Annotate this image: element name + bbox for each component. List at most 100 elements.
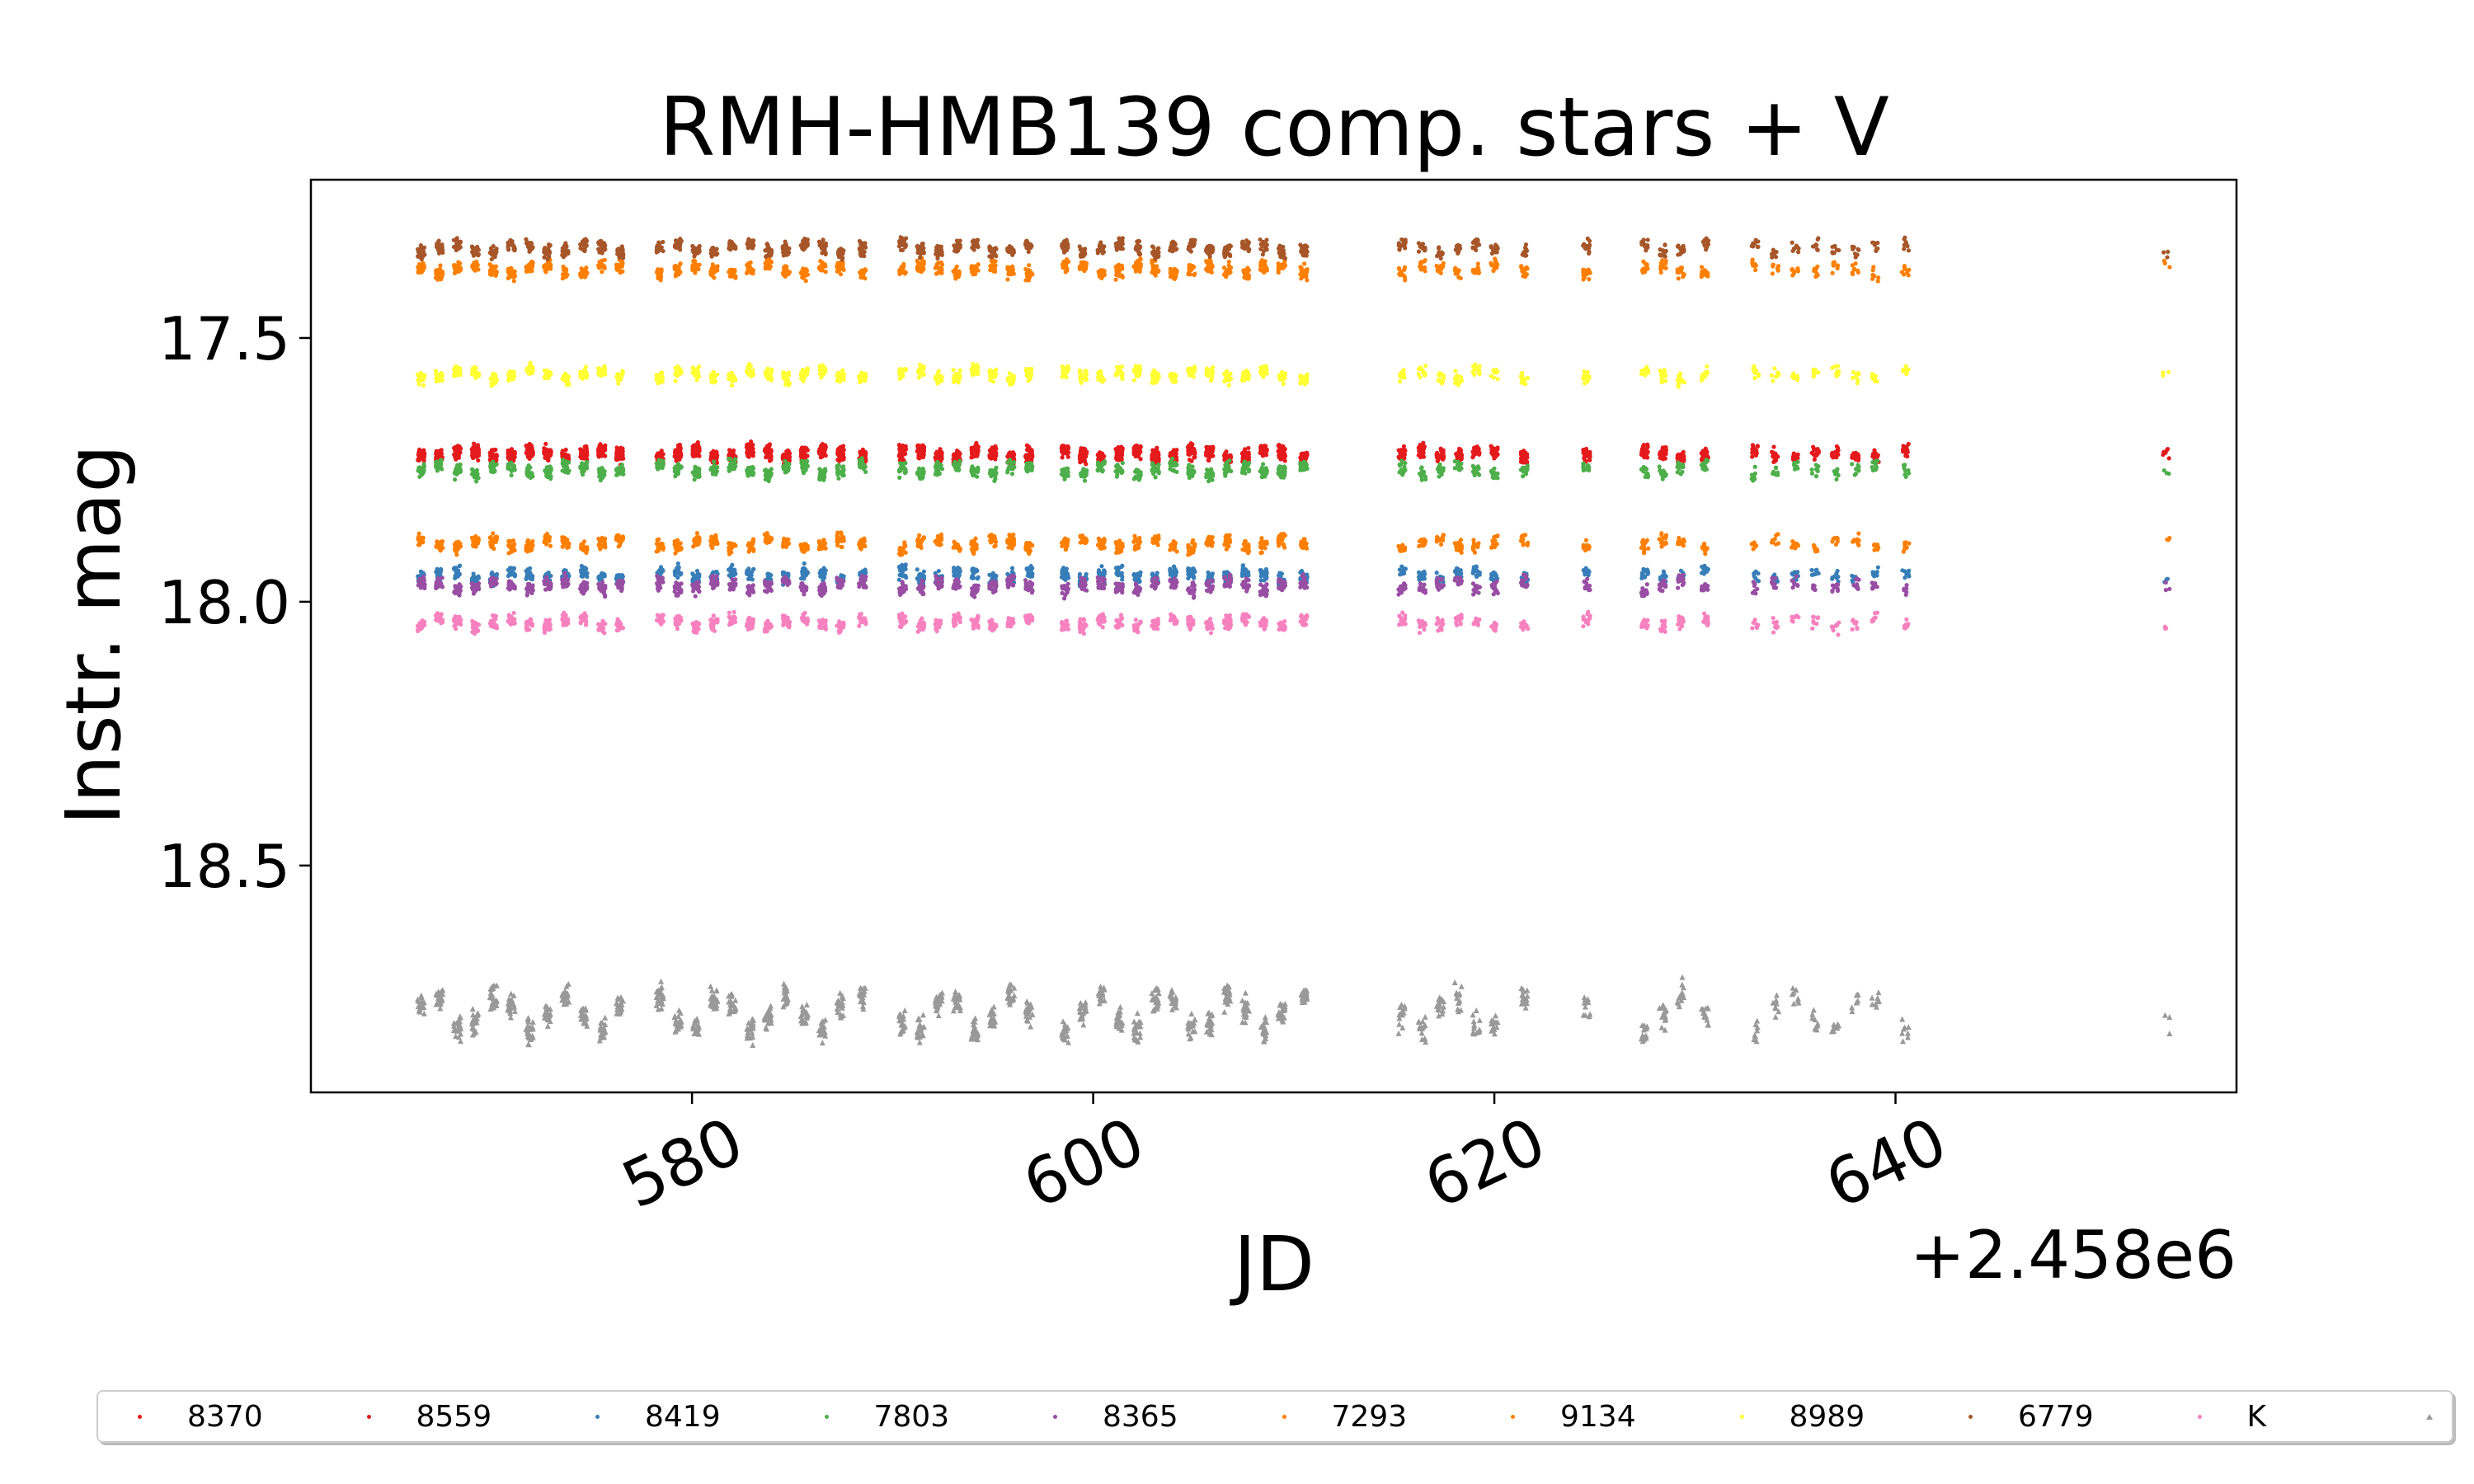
data-point <box>1434 571 1439 575</box>
data-point <box>1658 467 1663 473</box>
data-point <box>474 479 479 484</box>
data-point <box>730 449 736 454</box>
data-point <box>1476 472 1482 477</box>
data-point <box>474 474 479 479</box>
data-point <box>1173 568 1178 573</box>
data-point <box>1658 453 1663 458</box>
data-point <box>420 472 425 477</box>
data-point <box>915 443 920 448</box>
data-point <box>916 573 922 578</box>
data-point <box>903 562 908 567</box>
data-point <box>1754 451 1759 456</box>
data-point <box>1834 455 1839 460</box>
data-point <box>692 450 697 455</box>
data-point <box>860 447 865 452</box>
data-point <box>1169 452 1174 457</box>
data-point <box>1210 571 1216 576</box>
data-point <box>733 571 738 576</box>
data-point <box>675 462 681 467</box>
data-point <box>745 466 750 471</box>
data-point <box>938 447 943 452</box>
data-point <box>436 463 441 468</box>
data-point <box>1192 575 1197 580</box>
data-point <box>798 576 804 581</box>
data-point <box>1028 447 1033 452</box>
data-point <box>1836 445 1841 450</box>
data-point <box>579 574 584 579</box>
data-point <box>727 573 731 578</box>
data-point <box>934 464 938 469</box>
data-point <box>1190 571 1196 576</box>
data-point <box>582 464 587 469</box>
data-point <box>837 458 842 463</box>
data-point <box>1416 570 1422 575</box>
data-point <box>1420 449 1426 454</box>
data-point <box>1303 460 1308 465</box>
data-point <box>1203 450 1209 455</box>
data-point <box>767 572 772 577</box>
data-point <box>1703 568 1708 573</box>
data-point <box>524 574 529 580</box>
data-point <box>582 444 587 449</box>
data-point <box>2161 452 2166 458</box>
data-point <box>1211 446 1216 452</box>
data-point <box>1223 455 1228 460</box>
data-point <box>675 575 680 580</box>
data-point <box>1222 467 1227 472</box>
data-point <box>1263 474 1268 479</box>
data-point <box>1583 450 1587 455</box>
data-point <box>749 443 755 448</box>
data-point <box>596 454 601 459</box>
data-point <box>1282 465 1287 470</box>
data-point <box>1263 444 1268 448</box>
data-point <box>1246 455 1252 460</box>
data-point <box>1903 474 1908 479</box>
data-point <box>1079 471 1084 476</box>
data-point <box>1680 463 1685 467</box>
data-point <box>1906 471 1912 476</box>
data-point <box>1118 466 1123 472</box>
data-point <box>676 467 681 472</box>
data-point <box>920 471 926 476</box>
data-point <box>1084 472 1089 477</box>
data-point <box>1756 571 1761 576</box>
data-point <box>897 454 903 460</box>
data-point <box>1061 571 1066 576</box>
data-point <box>1120 574 1125 580</box>
data-point <box>472 441 477 446</box>
data-point <box>1815 468 1820 474</box>
data-point <box>730 567 735 572</box>
data-point <box>1525 452 1530 457</box>
data-point <box>602 444 607 448</box>
data-point <box>1792 461 1797 466</box>
data-point <box>1065 571 1070 576</box>
data-point <box>1259 569 1264 574</box>
data-point <box>693 467 698 472</box>
data-point <box>1191 446 1197 451</box>
data-point <box>1403 448 1408 453</box>
data-point <box>1242 459 1247 464</box>
data-point <box>1587 449 1592 454</box>
data-point <box>749 468 754 473</box>
data-point <box>560 448 565 453</box>
data-point <box>1750 450 1755 455</box>
data-point <box>1492 456 1497 461</box>
data-point <box>510 464 516 469</box>
data-point <box>1246 460 1252 466</box>
data-point <box>1853 472 1858 477</box>
data-point <box>1063 447 1068 452</box>
data-point <box>1138 457 1143 462</box>
data-point <box>1681 458 1686 463</box>
data-point <box>1115 472 1120 477</box>
data-point <box>676 453 681 458</box>
data-point <box>1079 458 1084 463</box>
data-point <box>1228 453 1233 458</box>
data-point <box>1644 472 1649 477</box>
data-point <box>1098 451 1103 456</box>
data-point <box>528 572 534 578</box>
data-point <box>782 453 787 458</box>
data-point <box>418 569 423 574</box>
data-point <box>1794 453 1799 458</box>
data-point <box>732 458 737 463</box>
